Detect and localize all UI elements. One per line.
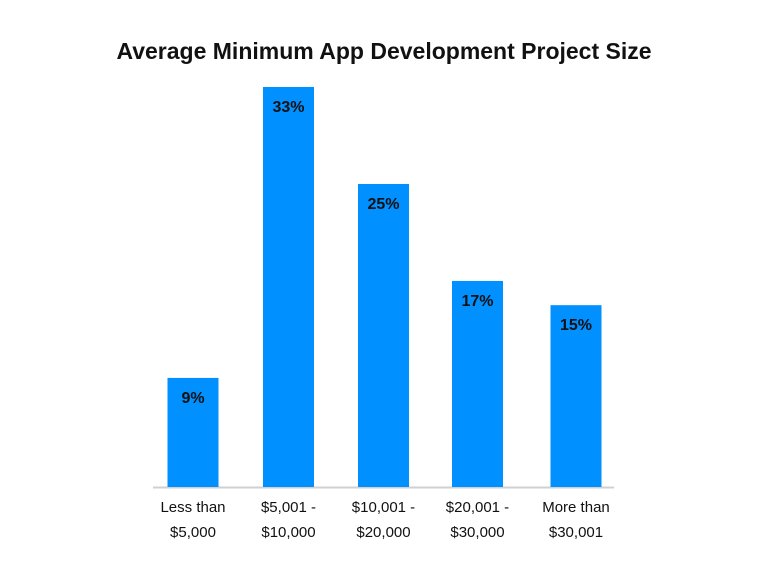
x-tick-label: More than — [542, 499, 610, 516]
data-label: 15% — [560, 317, 592, 334]
x-tick-label: $20,001 - — [446, 499, 509, 516]
data-label: 9% — [181, 390, 204, 407]
bar — [167, 377, 219, 487]
data-label: 25% — [367, 196, 399, 213]
x-tick-label: $30,000 — [450, 524, 504, 541]
x-tick-label: Less than — [160, 499, 225, 516]
bar — [358, 183, 409, 487]
bar — [263, 87, 314, 487]
x-tick-label: $20,000 — [356, 524, 410, 541]
data-label: 33% — [272, 99, 304, 116]
x-tick-label: $30,001 — [549, 524, 603, 541]
bar — [550, 305, 602, 487]
x-tick-label: $5,001 - — [261, 499, 316, 516]
x-tick-label: $10,001 - — [352, 499, 415, 516]
x-tick-label: $5,000 — [170, 524, 216, 541]
bar — [452, 280, 503, 487]
x-tick-label: $10,000 — [261, 524, 315, 541]
chart-title: Average Minimum App Development Project … — [116, 38, 652, 64]
data-label: 17% — [461, 293, 493, 310]
